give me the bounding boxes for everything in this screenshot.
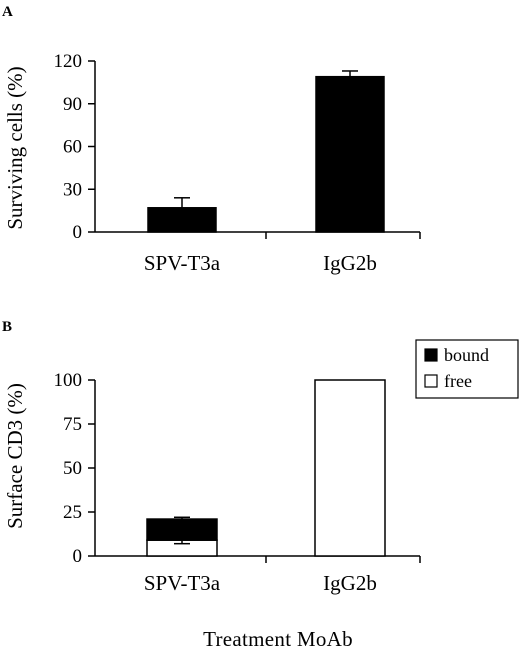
category-label: SPV-T3a xyxy=(144,251,221,275)
y-tick-label: 0 xyxy=(73,222,83,243)
panel-b-legend: bound free xyxy=(415,339,519,399)
y-tick-label: 0 xyxy=(73,546,83,567)
panel-b-plot: 0 25 50 75 100 SPV-T3a IgG2b xyxy=(54,370,421,595)
panel-b-letter: B xyxy=(2,319,12,335)
panel-b: B Surface CD3 (%) 0 25 50 75 100 SPV-T3a IgG2b… xyxy=(2,319,519,595)
y-tick-label: 50 xyxy=(63,458,82,479)
category-label: SPV-T3a xyxy=(144,571,221,595)
panel-a-letter: A xyxy=(2,4,13,20)
panel-a-y-axis-label: Surviving cells (%) xyxy=(3,66,27,229)
category-label: IgG2b xyxy=(323,571,377,595)
y-tick-label: 75 xyxy=(63,414,82,435)
category-label: IgG2b xyxy=(323,251,377,275)
y-tick-label: 90 xyxy=(63,94,82,115)
bar xyxy=(147,207,217,233)
panel-a: A Surviving cells (%) 0 30 60 90 120 SPV-T3a I… xyxy=(2,4,421,275)
y-tick-label: 120 xyxy=(54,51,83,72)
panel-a-plot: 0 30 60 90 120 SPV-T3a IgG2b xyxy=(54,51,421,275)
legend-swatch-free xyxy=(424,374,438,388)
panel-b-y-axis-label: Surface CD3 (%) xyxy=(3,383,27,529)
legend-label-bound: bound xyxy=(444,345,489,365)
y-tick-label: 60 xyxy=(63,137,82,158)
y-tick-label: 30 xyxy=(63,179,82,200)
bar xyxy=(315,75,385,233)
legend-label-free: free xyxy=(444,371,472,391)
y-tick-label: 25 xyxy=(63,502,82,523)
x-axis-label: Treatment MoAb xyxy=(203,627,353,651)
legend-swatch-bound xyxy=(424,348,438,362)
bar xyxy=(146,518,218,541)
bar xyxy=(314,379,386,557)
y-tick-label: 100 xyxy=(54,370,83,391)
